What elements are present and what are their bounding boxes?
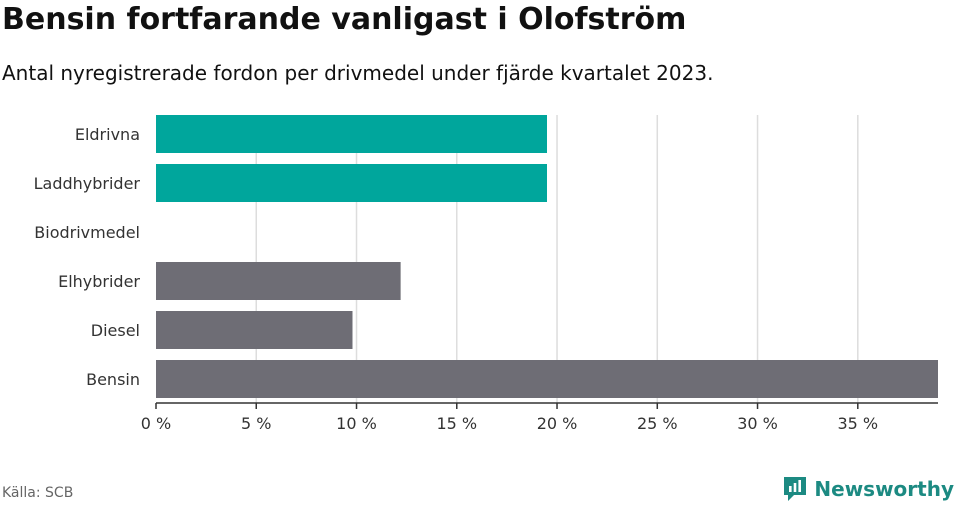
brand-name: Newsworthy — [814, 477, 954, 501]
bar-diesel — [156, 311, 353, 349]
x-tick-label: 35 % — [837, 414, 878, 433]
x-tick-label: 10 % — [336, 414, 377, 433]
newsworthy-logo-icon — [784, 477, 807, 501]
category-label: Laddhybrider — [34, 174, 141, 193]
bar-laddhybrider — [156, 164, 547, 202]
source-note: Källa: SCB — [2, 485, 74, 501]
category-label: Elhybrider — [58, 272, 140, 291]
x-tick-label: 25 % — [637, 414, 678, 433]
category-label: Biodrivmedel — [34, 223, 140, 242]
bar-eldrivna — [156, 115, 547, 153]
category-label: Eldrivna — [75, 125, 140, 144]
category-label: Bensin — [86, 370, 140, 389]
chart-title: Bensin fortfarande vanligast i Olofström — [2, 2, 687, 37]
category-label: Diesel — [91, 321, 140, 340]
x-tick-label: 15 % — [436, 414, 477, 433]
x-tick-label: 5 % — [241, 414, 271, 433]
bar-elhybrider — [156, 262, 401, 300]
bar-chart: Eldrivna Laddhybrider Biodrivmedel Elhybrid… — [34, 115, 938, 433]
x-tick-label: 0 % — [141, 414, 171, 433]
x-tick-label: 20 % — [537, 414, 578, 433]
bar-bensin — [156, 360, 938, 398]
x-tick-label: 30 % — [737, 414, 778, 433]
chart-subtitle: Antal nyregistrerade fordon per drivmede… — [2, 61, 714, 85]
brand-logo: Newsworthy — [782, 475, 954, 503]
